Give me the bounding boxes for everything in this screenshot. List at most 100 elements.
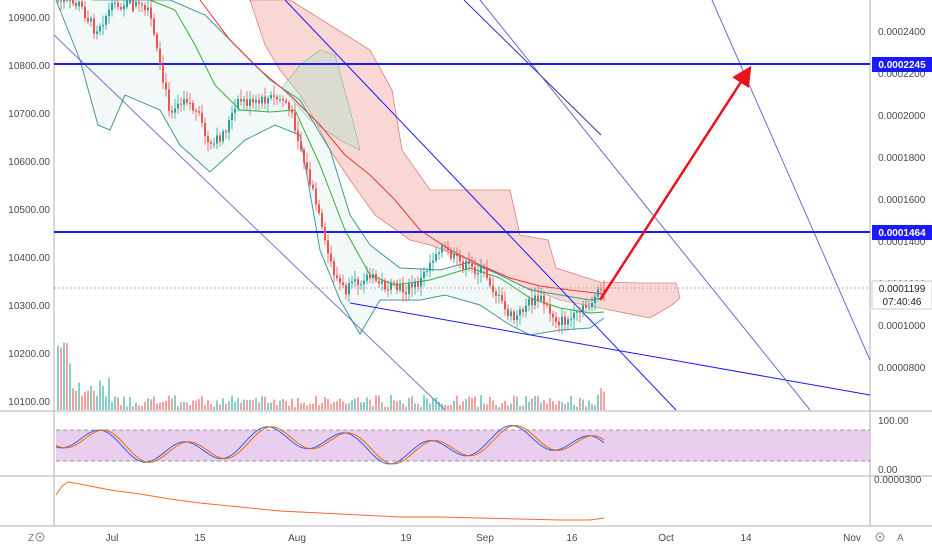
candle-body xyxy=(516,315,518,321)
candle-body xyxy=(363,280,365,285)
candle-body xyxy=(417,281,419,287)
volume-bar xyxy=(387,406,389,410)
volume-bar xyxy=(456,395,458,410)
volume-bar xyxy=(105,396,107,410)
right-axis-tick: 0.0001400 xyxy=(878,237,926,248)
volume-bar xyxy=(315,395,317,410)
settings-gear-icon[interactable] xyxy=(35,532,45,542)
volume-bar xyxy=(63,342,65,410)
candle-body xyxy=(111,3,113,11)
candle-body xyxy=(282,99,284,101)
candle-body xyxy=(189,102,191,104)
candle-body xyxy=(381,280,383,284)
volume-bars xyxy=(57,342,605,410)
upper-level-label-bg xyxy=(872,57,932,72)
candle-body xyxy=(369,274,371,279)
volume-bar xyxy=(210,403,212,410)
volume-bar xyxy=(465,399,467,410)
candle-body xyxy=(222,131,224,142)
volume-bar xyxy=(498,406,500,410)
candle-body xyxy=(522,309,524,312)
volume-bar xyxy=(558,400,560,410)
candle-body xyxy=(294,112,296,131)
candle-body xyxy=(462,261,464,270)
volume-bar xyxy=(252,400,254,410)
volume-bar xyxy=(249,399,251,410)
volume-bar xyxy=(339,398,341,410)
volume-bar xyxy=(99,380,101,410)
stoch-tick-0: 0.00 xyxy=(878,465,898,476)
candle-body xyxy=(375,274,377,281)
auto-scale-icon[interactable]: A xyxy=(897,533,904,544)
candle-body xyxy=(288,102,290,110)
candle-body xyxy=(90,18,92,22)
candle-body xyxy=(300,141,302,150)
volume-bar xyxy=(435,397,437,410)
candles[interactable] xyxy=(57,0,605,335)
left-axis-tick: 10300.00 xyxy=(8,301,50,312)
candle-body xyxy=(549,305,551,314)
candle-body xyxy=(93,18,95,34)
volume-bar xyxy=(84,391,86,410)
candle-body xyxy=(270,95,272,99)
candle-body xyxy=(273,95,275,97)
right-axis-tick: 0.0001000 xyxy=(878,321,926,332)
volume-bar xyxy=(462,401,464,410)
volume-bar xyxy=(159,402,161,410)
trend-lines[interactable] xyxy=(53,0,871,411)
volume-bar xyxy=(132,406,134,410)
right-price-axis[interactable]: 0.0002400 0.0002200 0.0002000 0.0001800 0.00… xyxy=(878,27,926,374)
ma-red xyxy=(199,0,605,295)
volume-bar xyxy=(600,388,602,410)
axis-settings-gear-icon[interactable] xyxy=(875,532,885,542)
volume-bar xyxy=(570,395,572,410)
candle-body xyxy=(585,305,587,308)
candle-body xyxy=(357,279,359,286)
candle-body xyxy=(264,96,266,104)
left-axis-tick: 10700.00 xyxy=(8,109,50,120)
candle-body xyxy=(393,282,395,284)
volume-bar xyxy=(603,391,605,410)
time-axis-tick: Sep xyxy=(476,533,494,544)
candle-body xyxy=(87,17,89,22)
candle-body xyxy=(171,110,173,113)
candle-body xyxy=(483,266,485,269)
volume-bar xyxy=(438,401,440,410)
candle-body xyxy=(60,0,62,2)
volume-bar xyxy=(183,401,185,410)
volume-bar xyxy=(552,400,554,410)
candle-body xyxy=(480,266,482,273)
volume-bar xyxy=(144,402,146,410)
volume-bar xyxy=(192,400,194,410)
volume-bar xyxy=(411,396,413,410)
candle-body xyxy=(249,98,251,106)
right-axis-tick: 0.0002000 xyxy=(878,111,926,122)
candle-body xyxy=(285,100,287,103)
time-axis[interactable]: Jul 15 Aug 19 Sep 16 Oct 14 Nov xyxy=(106,533,861,544)
candle-body xyxy=(126,0,128,8)
volume-bar xyxy=(399,400,401,410)
left-price-axis[interactable]: 10900.00 10800.00 10700.00 10600.00 10500.00… xyxy=(8,13,50,408)
volume-bar xyxy=(162,401,164,410)
candle-body xyxy=(69,0,71,1)
volume-bar xyxy=(345,403,347,410)
candle-body xyxy=(495,291,497,296)
candle-body xyxy=(360,284,362,286)
candle-body xyxy=(318,204,320,214)
upper-level-label: 0.0002245 xyxy=(878,60,926,71)
volume-bar xyxy=(72,388,74,410)
zoom-toggle-icon[interactable]: Z xyxy=(28,533,34,544)
right-axis-tick: 0.0001800 xyxy=(878,153,926,164)
last-price-label: 0.0001199 xyxy=(879,284,926,295)
volume-bar xyxy=(402,403,404,410)
candle-body xyxy=(303,149,305,163)
candle-body xyxy=(366,274,368,281)
volume-bar xyxy=(372,405,374,410)
volume-bar xyxy=(216,400,218,410)
candle-body xyxy=(468,260,470,264)
candle-body xyxy=(135,1,137,7)
volume-bar xyxy=(423,395,425,410)
candle-body xyxy=(438,252,440,255)
projection-arrow[interactable] xyxy=(598,65,752,301)
